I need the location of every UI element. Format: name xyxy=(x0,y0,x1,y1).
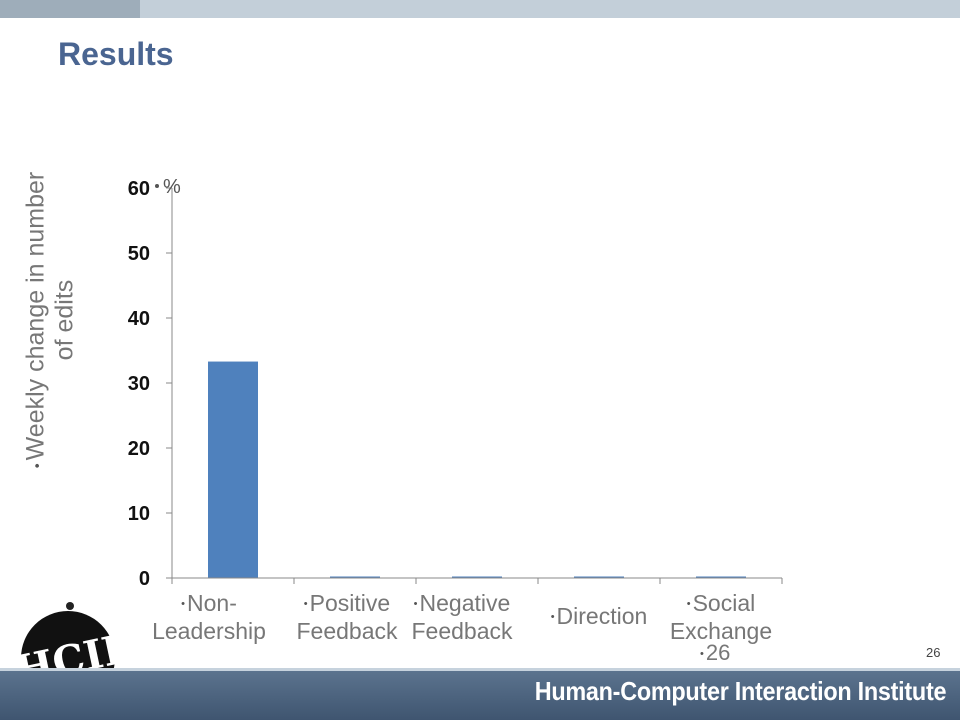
unit-bullet-icon xyxy=(155,184,159,188)
institute-name: Human-Computer Interaction Institute xyxy=(534,676,947,706)
x-tick-label-text: Non- Leadership xyxy=(152,590,266,645)
x-tick-label: •Non- Leadership xyxy=(139,590,279,645)
top-bar-accent xyxy=(0,0,140,18)
bullet-icon: • xyxy=(700,648,704,661)
bar xyxy=(696,576,746,578)
bullet-icon: • xyxy=(686,598,691,611)
bottom-bar xyxy=(0,668,960,720)
footer-number: •26 xyxy=(700,640,730,666)
x-tick-label-text: Direction xyxy=(556,603,648,629)
footer-number-text: 26 xyxy=(705,640,731,665)
slide-title: Results xyxy=(58,36,174,72)
x-tick-label: •Positive Feedback xyxy=(277,590,417,645)
bar xyxy=(574,576,624,578)
bottom-bar-line xyxy=(0,668,960,671)
x-tick-label: •Negative Feedback xyxy=(392,590,532,645)
x-tick-label: •Direction xyxy=(529,603,669,631)
page-number: 26 xyxy=(926,645,941,660)
x-tick-label-text: Social Exchange xyxy=(669,590,773,645)
top-bar xyxy=(0,0,960,18)
y-tick-label: 60 xyxy=(128,178,150,200)
y-tick-label: 10 xyxy=(128,503,150,525)
y-tick-label: 0 xyxy=(139,568,150,590)
x-tick-label: •Social Exchange xyxy=(651,590,791,645)
x-tick-label-text: Positive Feedback xyxy=(296,590,398,645)
bars xyxy=(208,361,746,578)
bar xyxy=(330,576,380,578)
x-tick-label-text: Negative Feedback xyxy=(411,590,513,645)
bar xyxy=(208,361,258,578)
y-tick-label: 50 xyxy=(128,243,150,265)
bullet-icon: • xyxy=(181,598,185,611)
y-tick-label: 20 xyxy=(128,438,150,460)
y-axis-ticks: 0 10 20 30 40 50 60 xyxy=(128,178,172,590)
x-axis-ticks xyxy=(171,578,783,584)
bullet-icon: • xyxy=(413,598,418,611)
y-tick-label: 30 xyxy=(128,373,150,395)
unit-label: % xyxy=(163,176,181,198)
bar xyxy=(452,576,502,578)
bullet-icon: • xyxy=(303,598,308,611)
y-tick-label: 40 xyxy=(128,308,150,330)
bullet-icon: • xyxy=(550,611,555,624)
